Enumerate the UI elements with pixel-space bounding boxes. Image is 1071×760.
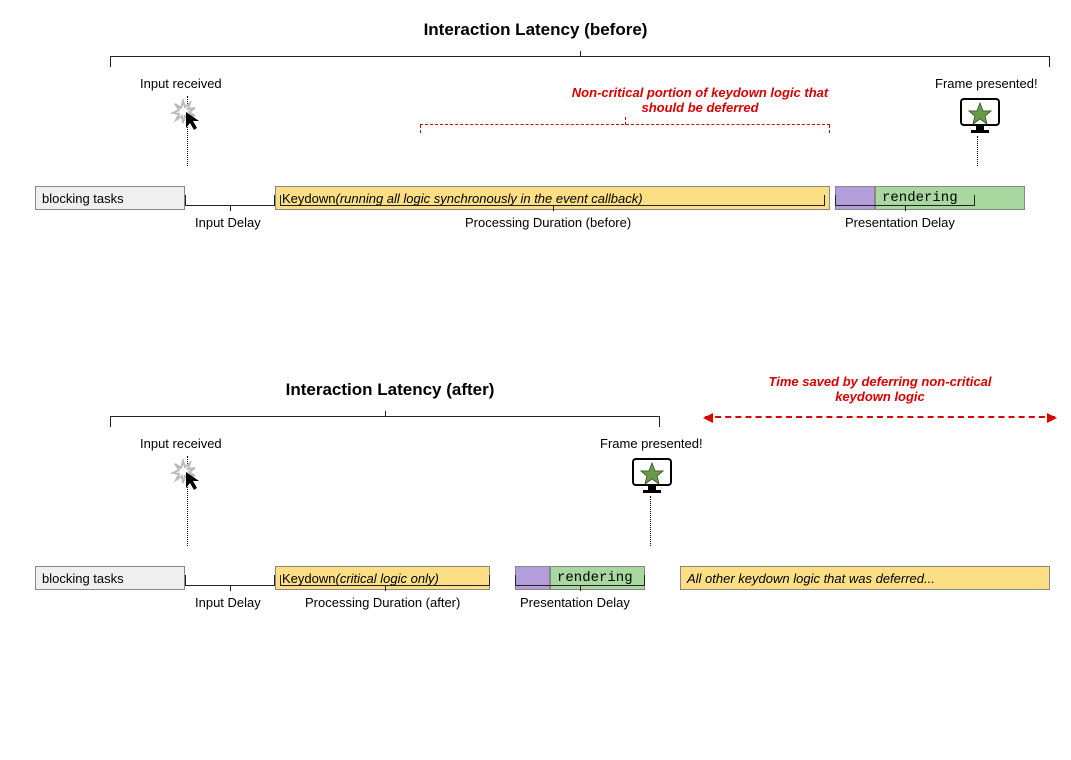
block-deferred-after: All other keydown logic that was deferre… bbox=[680, 566, 1050, 590]
label-frame-presented-before: Frame presented! bbox=[935, 76, 1038, 91]
title-after: Interaction Latency (after) bbox=[70, 380, 710, 400]
red-note-before: Non-critical portion of keydown logic th… bbox=[560, 85, 840, 115]
brace-processing-before bbox=[280, 196, 825, 206]
label-input-delay-after: Input Delay bbox=[195, 595, 261, 610]
title-before: Interaction Latency (before) bbox=[20, 20, 1051, 40]
brace-presentation-after bbox=[515, 576, 645, 586]
diagram-before: Interaction Latency (before) Input recei… bbox=[20, 20, 1051, 320]
title-brace-before bbox=[110, 56, 1050, 66]
label-processing-after: Processing Duration (after) bbox=[305, 595, 460, 610]
red-note-after: Time saved by deferring non-critical key… bbox=[750, 374, 1010, 404]
label-input-received-before: Input received bbox=[140, 76, 222, 91]
dotted-frame-after bbox=[650, 496, 651, 546]
red-arrow-after bbox=[705, 416, 1055, 418]
cursor-icon-after bbox=[170, 458, 206, 499]
label-presentation-before: Presentation Delay bbox=[845, 215, 955, 230]
brace-input-delay-after bbox=[185, 576, 275, 586]
label-input-received-after: Input received bbox=[140, 436, 222, 451]
label-processing-before: Processing Duration (before) bbox=[465, 215, 631, 230]
red-brace-before bbox=[420, 124, 830, 132]
monitor-icon-after bbox=[630, 456, 674, 501]
cursor-icon-before bbox=[170, 98, 206, 139]
brace-presentation-before bbox=[835, 196, 975, 206]
brace-processing-after bbox=[280, 576, 490, 586]
label-presentation-after: Presentation Delay bbox=[520, 595, 630, 610]
dotted-frame-before bbox=[977, 136, 978, 166]
brace-input-delay-before bbox=[185, 196, 275, 206]
diagram-after: Interaction Latency (after) Time saved b… bbox=[20, 380, 1051, 680]
label-frame-presented-after: Frame presented! bbox=[600, 436, 703, 451]
block-blocking-before: blocking tasks bbox=[35, 186, 185, 210]
title-brace-after bbox=[110, 416, 660, 426]
label-input-delay-before: Input Delay bbox=[195, 215, 261, 230]
red-brace-nub bbox=[625, 117, 626, 125]
block-blocking-after: blocking tasks bbox=[35, 566, 185, 590]
monitor-icon-before bbox=[958, 96, 1002, 141]
